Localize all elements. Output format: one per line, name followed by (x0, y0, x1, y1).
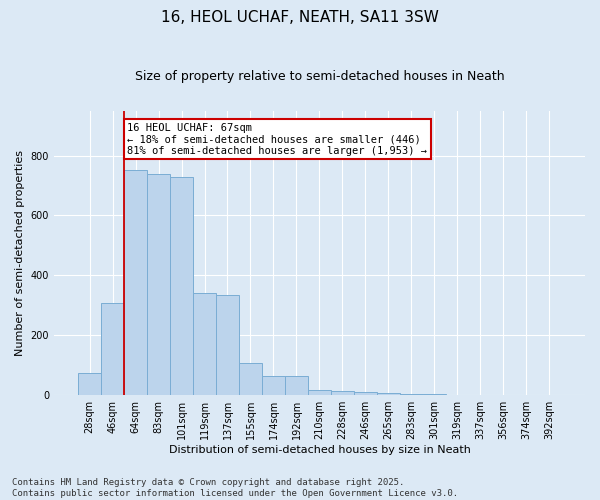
Text: Contains HM Land Registry data © Crown copyright and database right 2025.
Contai: Contains HM Land Registry data © Crown c… (12, 478, 458, 498)
Bar (423, 394, 446, 395)
Bar (239, 363, 262, 395)
Bar (354, 392, 377, 395)
Text: 16, HEOL UCHAF, NEATH, SA11 3SW: 16, HEOL UCHAF, NEATH, SA11 3SW (161, 10, 439, 25)
Bar (308, 390, 331, 395)
Title: Size of property relative to semi-detached houses in Neath: Size of property relative to semi-detach… (134, 70, 504, 83)
Bar (262, 376, 285, 395)
Text: 16 HEOL UCHAF: 67sqm
← 18% of semi-detached houses are smaller (446)
81% of semi: 16 HEOL UCHAF: 67sqm ← 18% of semi-detac… (127, 122, 427, 156)
Bar (78, 372, 101, 395)
Bar (193, 294, 216, 395)
Bar (331, 390, 354, 395)
Bar (170, 177, 193, 395)
Bar (147, 174, 170, 395)
X-axis label: Distribution of semi-detached houses by size in Neath: Distribution of semi-detached houses by … (169, 445, 470, 455)
Bar (216, 295, 239, 395)
Bar (101, 303, 124, 395)
Bar (285, 376, 308, 395)
Y-axis label: Number of semi-detached properties: Number of semi-detached properties (15, 150, 25, 356)
Bar (377, 393, 400, 395)
Bar (400, 394, 423, 395)
Bar (124, 170, 147, 395)
Bar (446, 394, 469, 395)
